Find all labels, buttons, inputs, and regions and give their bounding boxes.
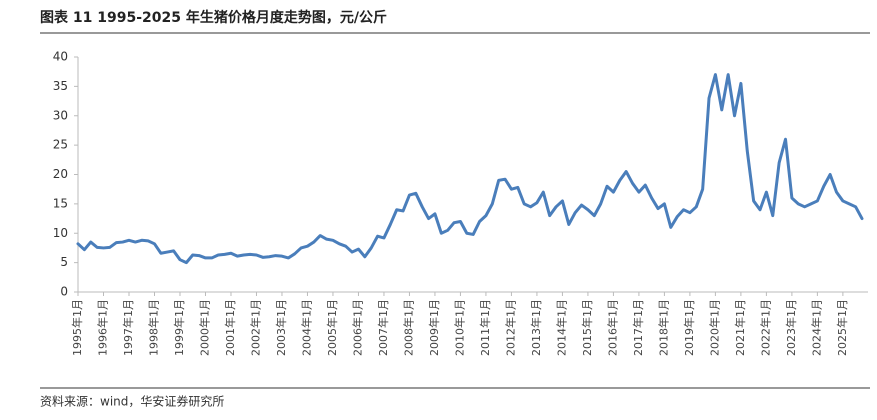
x-tick-label: 1995年1月 <box>70 299 84 356</box>
y-tick-label: 20 <box>53 167 68 181</box>
source-note: 资料来源：wind，华安证券研究所 <box>40 394 224 409</box>
y-tick-label: 30 <box>53 108 68 122</box>
x-tick-label: 2022年1月 <box>758 299 772 356</box>
chart-title: 图表 11 1995-2025 年生猪价格月度走势图，元/公斤 <box>40 9 387 26</box>
x-tick-label: 2001年1月 <box>223 299 237 356</box>
x-tick-label: 2019年1月 <box>682 299 696 356</box>
x-tick-label: 2004年1月 <box>299 299 313 356</box>
x-tick-label: 2002年1月 <box>248 299 262 356</box>
y-tick-label: 15 <box>53 196 68 210</box>
x-tick-label: 2013年1月 <box>529 299 543 356</box>
x-tick-label: 1998年1月 <box>146 299 160 356</box>
y-tick-label: 5 <box>60 255 68 269</box>
x-tick-label: 2017年1月 <box>631 299 645 356</box>
x-tick-label: 2018年1月 <box>656 299 670 356</box>
x-tick-label: 2000年1月 <box>197 299 211 356</box>
x-tick-label: 2003年1月 <box>274 299 288 356</box>
x-tick-label: 2014年1月 <box>554 299 568 356</box>
x-tick-label: 1997年1月 <box>121 299 135 356</box>
price-line <box>76 73 864 265</box>
x-tick-label: 2011年1月 <box>478 299 492 356</box>
x-tick-label: 1996年1月 <box>95 299 109 356</box>
y-tick-label: 10 <box>53 226 68 240</box>
x-tick-label: 2024年1月 <box>809 299 823 356</box>
x-tick-label: 2009年1月 <box>427 299 441 356</box>
x-tick-label: 2025年1月 <box>835 299 849 356</box>
x-tick-label: 2015年1月 <box>580 299 594 356</box>
x-tick-label: 2010年1月 <box>452 299 466 356</box>
x-tick-label: 2020年1月 <box>707 299 721 356</box>
y-tick-label: 0 <box>60 285 68 299</box>
x-tick-label: 2007年1月 <box>376 299 390 356</box>
x-tick-label: 1999年1月 <box>172 299 186 356</box>
x-tick-label: 2016年1月 <box>605 299 619 356</box>
x-tick-label: 2008年1月 <box>401 299 415 356</box>
x-tick-label: 2023年1月 <box>784 299 798 356</box>
y-tick-label: 40 <box>53 50 68 64</box>
x-tick-label: 2012年1月 <box>503 299 517 356</box>
y-tick-label: 35 <box>53 79 68 93</box>
x-tick-label: 2005年1月 <box>325 299 339 356</box>
x-tick-label: 2006年1月 <box>350 299 364 356</box>
x-tick-label: 2021年1月 <box>733 299 747 356</box>
y-tick-label: 25 <box>53 138 68 152</box>
